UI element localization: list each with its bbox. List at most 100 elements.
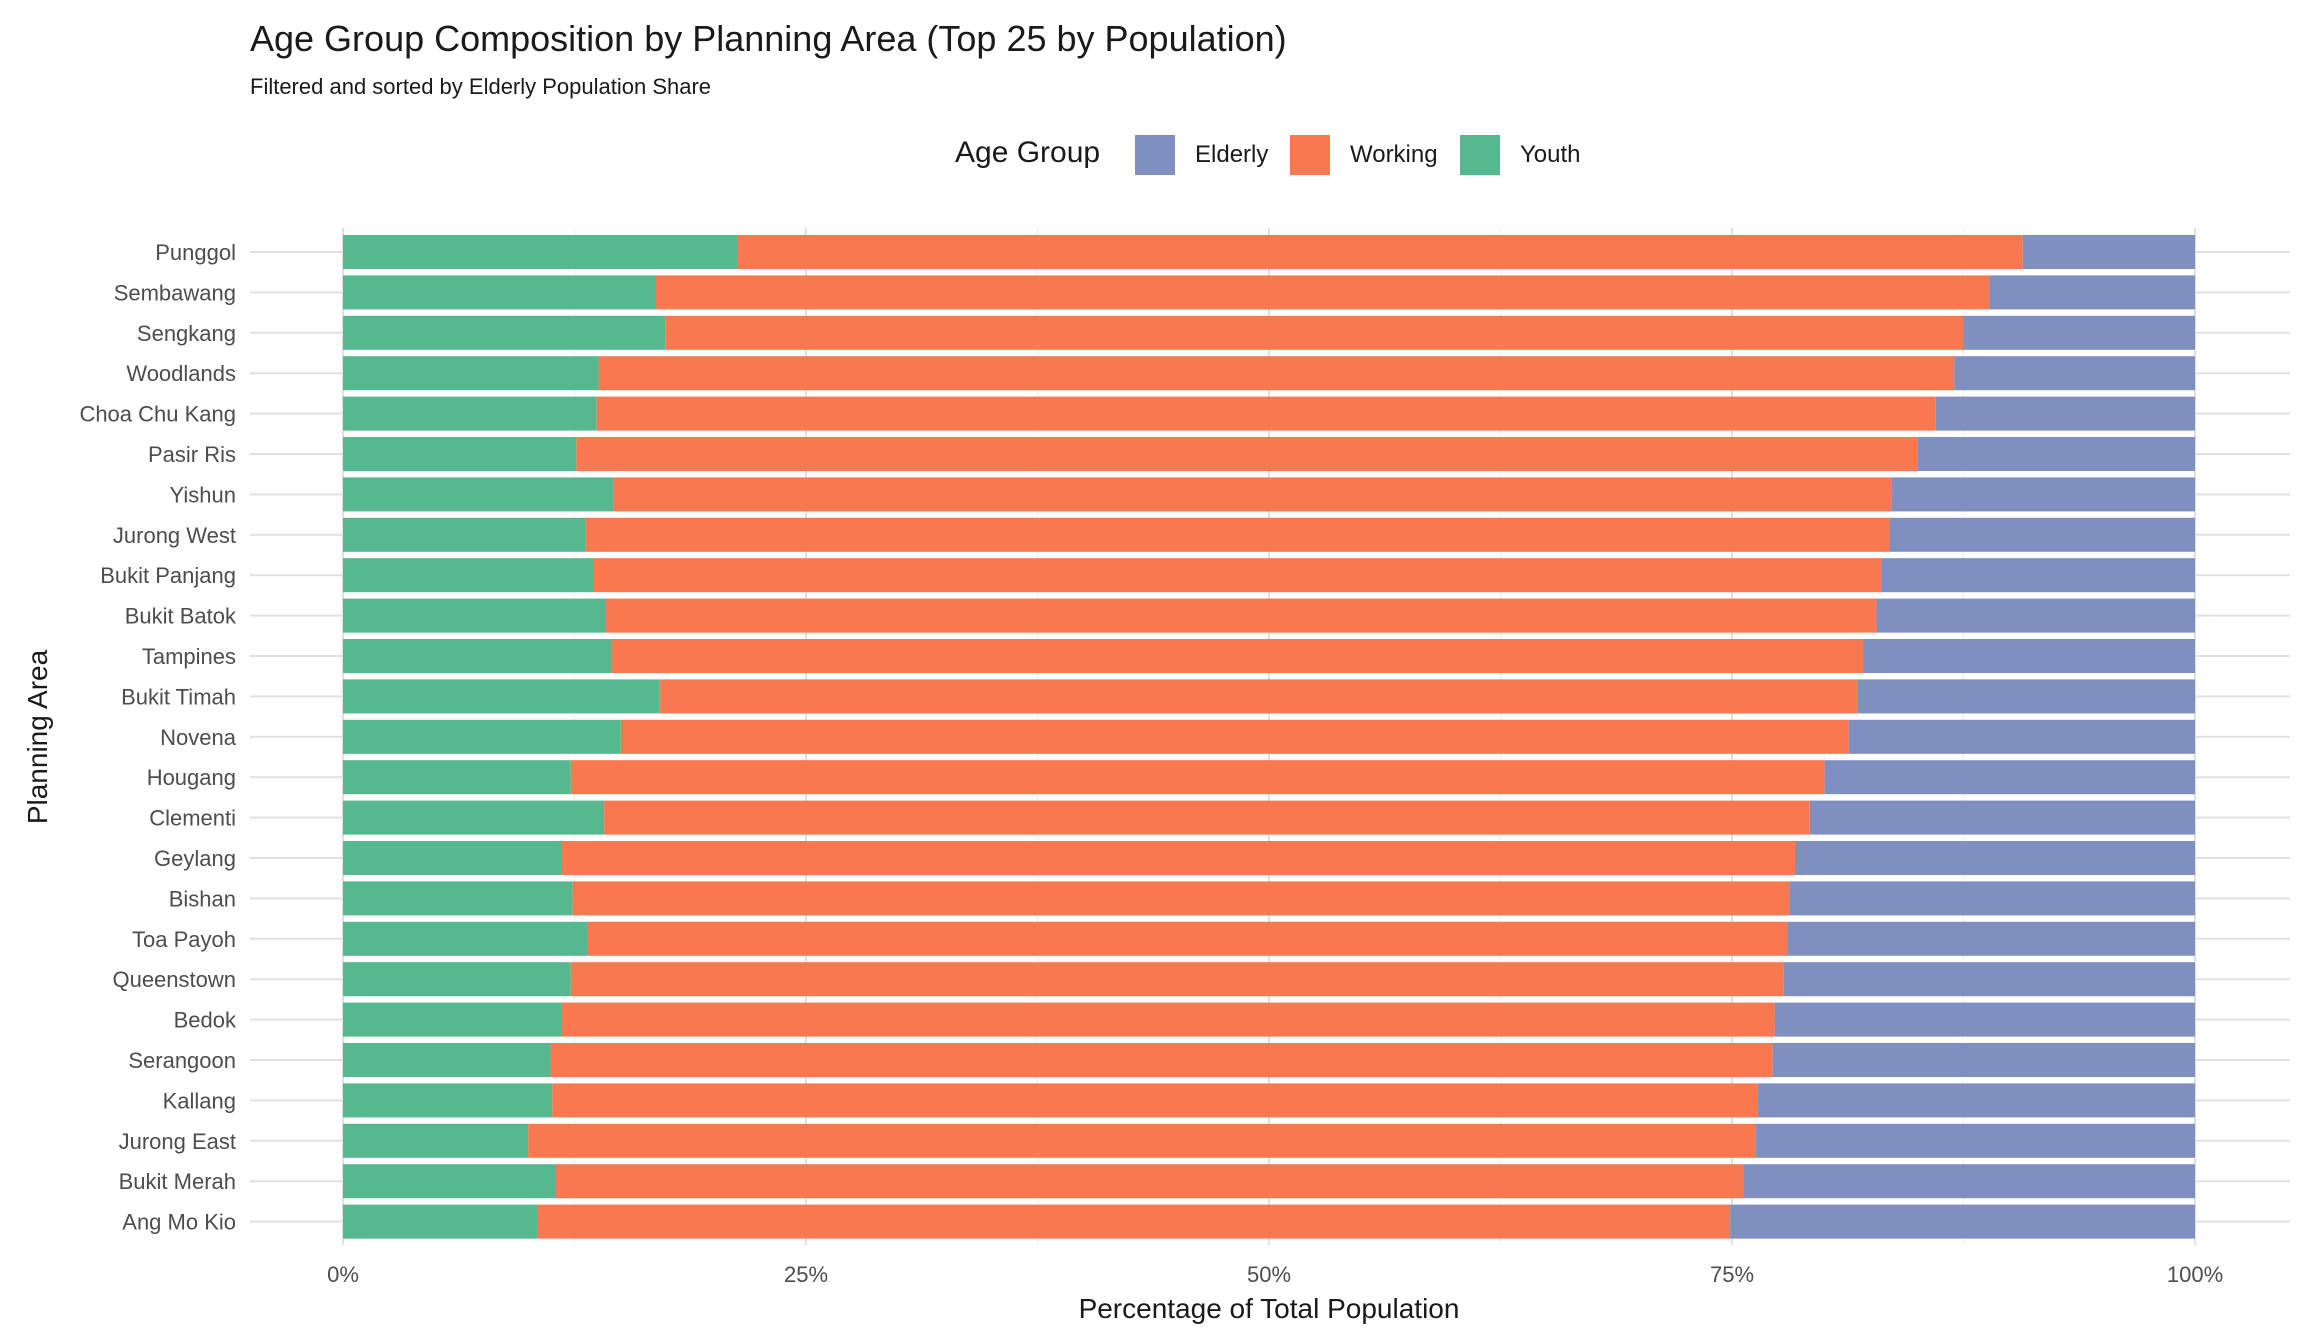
- bar-working-hougang: [570, 760, 1825, 795]
- bar-working-toa-payoh: [587, 921, 1788, 956]
- bar-elderly-geylang: [1794, 841, 2195, 875]
- y-tick-label: Bedok: [174, 1008, 237, 1033]
- y-tick-labels: Punggol Sembawang Sengkang Woodlands Choa Ch…: [79, 240, 237, 1235]
- bar-working-jurong-east: [528, 1123, 1757, 1158]
- bar-working-choa-chu-kang: [596, 396, 1936, 431]
- x-tick-label: 0%: [327, 1262, 359, 1287]
- x-tick-label: 75%: [1710, 1262, 1754, 1287]
- bar-working-bukit-panjang: [593, 558, 1883, 593]
- bar-youth-bukit-timah: [343, 679, 660, 714]
- bar-youth-tampines: [343, 639, 612, 673]
- bar-elderly-bukit-merah: [1743, 1164, 2195, 1199]
- y-tick-label: Toa Payoh: [132, 927, 236, 952]
- y-tick-label: Pasir Ris: [148, 442, 236, 467]
- bar-elderly-serangoon: [1772, 1043, 2195, 1077]
- bar-elderly-bukit-timah: [1857, 679, 2195, 714]
- bar-youth-kallang: [343, 1083, 553, 1118]
- bar-elderly-ang-mo-kio: [1730, 1204, 2195, 1239]
- bar-elderly-bukit-panjang: [1882, 558, 2195, 593]
- bar-working-sembawang: [655, 275, 1990, 310]
- bar-youth-geylang: [343, 841, 562, 875]
- bar-working-serangoon: [550, 1043, 1773, 1077]
- legend-key-youth: [1460, 135, 1500, 175]
- bar-working-novena: [620, 719, 1849, 754]
- bar-elderly-jurong-east: [1756, 1123, 2195, 1158]
- bar-elderly-pasir-ris: [1917, 437, 2195, 471]
- bar-working-yishun: [613, 477, 1892, 512]
- y-tick-label: Queenstown: [112, 967, 236, 992]
- y-tick-label: Bukit Panjang: [100, 563, 236, 588]
- y-tick-label: Yishun: [170, 482, 236, 507]
- bar-elderly-bedok: [1774, 1002, 2195, 1037]
- bar-working-tampines: [611, 639, 1864, 673]
- bar-elderly-hougang: [1824, 760, 2195, 795]
- bar-youth-punggol: [343, 235, 738, 269]
- bar-working-bedok: [561, 1002, 1775, 1037]
- bar-working-punggol: [737, 235, 2023, 269]
- bar-working-bukit-merah: [555, 1164, 1744, 1199]
- legend-label-youth: Youth: [1520, 141, 1581, 168]
- bar-elderly-punggol: [2022, 235, 2195, 269]
- bar-working-sengkang: [665, 315, 1964, 350]
- x-tick-label: 100%: [2167, 1262, 2223, 1287]
- bar-elderly-clementi: [1809, 800, 2195, 835]
- bar-working-pasir-ris: [576, 437, 1918, 471]
- bar-youth-hougang: [343, 760, 571, 795]
- bar-working-queenstown: [570, 962, 1784, 997]
- bar-elderly-yishun: [1891, 477, 2195, 512]
- bar-elderly-novena: [1848, 719, 2195, 754]
- y-tick-label: Jurong West: [113, 523, 236, 548]
- bar-youth-pasir-ris: [343, 437, 577, 471]
- legend-key-working: [1290, 135, 1330, 175]
- y-tick-label: Ang Mo Kio: [122, 1210, 236, 1235]
- bar-working-ang-mo-kio: [537, 1204, 1731, 1239]
- bar-elderly-bishan: [1789, 881, 2195, 916]
- bar-youth-bukit-batok: [343, 598, 606, 633]
- bar-youth-jurong-west: [343, 517, 586, 552]
- x-tick-labels: 0% 25% 50% 75% 100%: [327, 1262, 2223, 1287]
- y-tick-label: Serangoon: [128, 1048, 236, 1073]
- y-tick-label: Bukit Timah: [121, 684, 236, 709]
- legend-title: Age Group: [955, 136, 1101, 169]
- legend: Age Group Elderly Working Youth: [0, 130, 2304, 180]
- bar-working-woodlands: [598, 356, 1955, 391]
- x-tick-label: 25%: [784, 1262, 828, 1287]
- bar-working-bishan: [572, 881, 1790, 916]
- bar-youth-woodlands: [343, 356, 599, 391]
- y-tick-label: Geylang: [154, 846, 236, 871]
- bar-youth-yishun: [343, 477, 614, 512]
- bar-youth-bedok: [343, 1002, 562, 1037]
- legend-label-elderly: Elderly: [1195, 141, 1269, 168]
- legend-key-elderly: [1135, 135, 1175, 175]
- y-axis-title: Planning Area: [22, 649, 53, 824]
- bar-working-jurong-west: [585, 517, 1890, 552]
- bar-working-kallang: [552, 1083, 1758, 1118]
- y-tick-label: Hougang: [147, 765, 236, 790]
- y-tick-label: Clementi: [149, 806, 236, 831]
- bar-working-clementi: [604, 800, 1810, 835]
- bar-youth-queenstown: [343, 962, 571, 997]
- chart-subtitle: Filtered and sorted by Elderly Populatio…: [250, 74, 712, 99]
- bar-youth-sengkang: [343, 315, 666, 350]
- y-tick-label: Sengkang: [137, 321, 236, 346]
- y-tick-label: Choa Chu Kang: [79, 402, 236, 427]
- y-tick-label: Tampines: [142, 644, 236, 669]
- bar-youth-bukit-merah: [343, 1164, 556, 1199]
- y-tick-label: Sembawang: [114, 280, 236, 305]
- bar-elderly-kallang: [1757, 1083, 2195, 1118]
- x-axis-title: Percentage of Total Population: [1079, 1293, 1460, 1324]
- bar-working-geylang: [561, 841, 1795, 875]
- y-tick-label: Novena: [160, 725, 237, 750]
- legend-label-working: Working: [1350, 141, 1438, 168]
- y-tick-label: Punggol: [155, 240, 236, 265]
- chart-title: Age Group Composition by Planning Area (…: [250, 18, 1287, 59]
- bar-elderly-choa-chu-kang: [1935, 396, 2195, 431]
- bar-youth-bishan: [343, 881, 573, 916]
- bar-working-bukit-batok: [605, 598, 1877, 633]
- bar-elderly-sengkang: [1963, 315, 2195, 350]
- bar-youth-choa-chu-kang: [343, 396, 597, 431]
- bar-elderly-queenstown: [1783, 962, 2195, 997]
- bar-elderly-sembawang: [1989, 275, 2195, 310]
- x-tick-label: 50%: [1247, 1262, 1291, 1287]
